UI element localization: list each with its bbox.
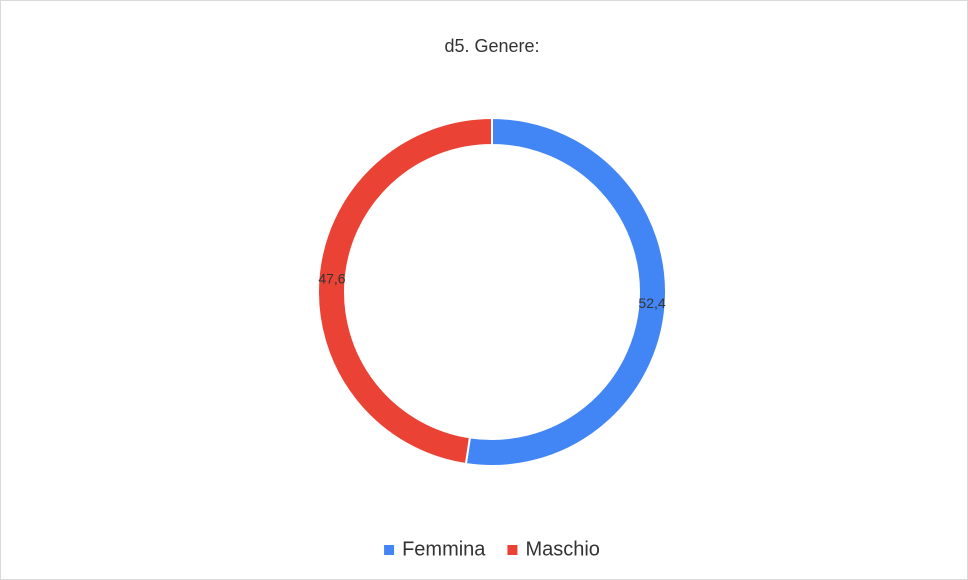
data-label: 47,6 xyxy=(318,271,345,287)
donut-slice xyxy=(464,116,667,467)
legend-swatch xyxy=(384,545,395,555)
legend-label: Maschio xyxy=(525,538,599,560)
legend-swatch xyxy=(507,545,518,555)
donut-slice xyxy=(317,116,493,466)
legend-label: Femmina xyxy=(402,538,486,560)
data-label: 52,4 xyxy=(638,295,665,311)
chart-title: d5. Genere: xyxy=(444,36,539,56)
